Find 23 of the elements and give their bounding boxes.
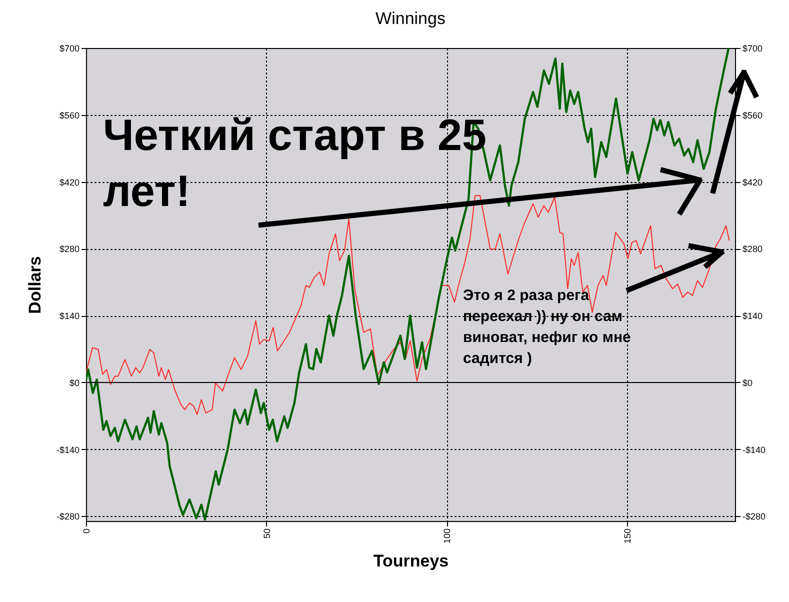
- y2-tick-label: $420: [742, 177, 763, 188]
- x-tick-label: 50: [262, 528, 272, 539]
- y-tick-label: -$140: [56, 444, 80, 455]
- y2-tick-label: $280: [742, 244, 763, 254]
- x-axis-title: Tourneys: [373, 552, 449, 571]
- y2-tick-label: $140: [742, 311, 763, 322]
- y2-tick-label: -$280: [742, 512, 766, 522]
- y2-tick-label: $700: [742, 44, 763, 54]
- y2-tick-label: $560: [742, 110, 763, 120]
- y-tick-label: $140: [59, 311, 80, 322]
- y-tick-label: $280: [59, 244, 80, 254]
- x-tick-label: 100: [442, 528, 452, 544]
- y-tick-label: -$280: [56, 512, 80, 522]
- y-tick-label: $700: [59, 44, 80, 54]
- chart-title: Winnings: [376, 9, 446, 28]
- y-tick-label: $0: [69, 378, 80, 388]
- y-tick-label: $560: [59, 110, 80, 120]
- y-tick-label: $420: [59, 177, 80, 188]
- x-tick-label: 0: [82, 528, 92, 534]
- y2-tick-label: -$140: [742, 444, 766, 455]
- y2-tick-label: $0: [742, 378, 753, 388]
- x-tick-label: 150: [622, 528, 632, 544]
- y-axis-title: Dollars: [25, 256, 44, 314]
